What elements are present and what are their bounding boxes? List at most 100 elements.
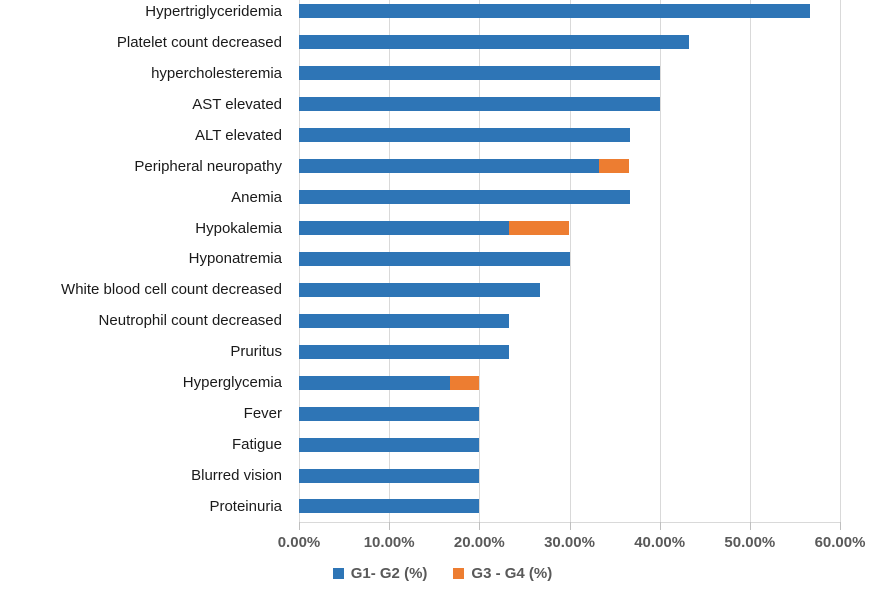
category-label: Neutrophil count decreased xyxy=(98,312,282,330)
legend-swatch-g3-g4-icon xyxy=(453,568,465,579)
bar-segment-g1-g2 xyxy=(299,499,480,514)
category-label: Fatigue xyxy=(231,436,282,454)
stacked-bar xyxy=(299,437,840,452)
legend: G1- G2 (%) G3 - G4 (%) xyxy=(0,565,885,582)
legend-item-g1-g2: G1- G2 (%) xyxy=(332,565,428,582)
category-label: Hypokalemia xyxy=(195,219,282,237)
bar-row xyxy=(299,89,840,120)
stacked-bar xyxy=(299,282,840,297)
bar-segment-g1-g2 xyxy=(299,468,480,483)
plot-area xyxy=(299,0,841,523)
tick-mark xyxy=(479,522,481,530)
category-label: Fever xyxy=(243,405,282,423)
legend-item-g3-g4: G3 - G4 (%) xyxy=(453,565,552,582)
bar-row xyxy=(299,460,840,491)
bar-rows xyxy=(299,0,840,522)
stacked-bar xyxy=(299,344,840,359)
stacked-bar xyxy=(299,4,840,19)
category-label: Anemia xyxy=(231,188,282,206)
stacked-bar xyxy=(299,406,840,421)
bar-segment-g1-g2 xyxy=(299,4,811,19)
bar-row xyxy=(299,305,840,336)
stacked-bar xyxy=(299,499,840,514)
legend-label-g3-g4: G3 - G4 (%) xyxy=(471,565,553,582)
bar-segment-g1-g2 xyxy=(299,375,450,390)
bar-row xyxy=(299,398,840,429)
bar-segment-g3-g4 xyxy=(599,159,629,174)
category-label: Pruritus xyxy=(230,343,282,361)
bar-segment-g1-g2 xyxy=(299,190,630,205)
gridline xyxy=(569,0,571,522)
bar-segment-g1-g2 xyxy=(299,35,690,50)
tick-mark xyxy=(569,522,571,530)
tick-mark xyxy=(840,522,841,530)
category-label: Peripheral neuropathy xyxy=(134,157,282,175)
stacked-bar xyxy=(299,66,840,81)
category-label: Hypertriglyceridemia xyxy=(145,2,282,20)
stacked-bar xyxy=(299,159,840,174)
bar-segment-g1-g2 xyxy=(299,406,480,421)
gridline xyxy=(749,0,751,522)
bar-row xyxy=(299,244,840,275)
bar-row xyxy=(299,367,840,398)
bar-row xyxy=(299,27,840,58)
stacked-bar xyxy=(299,35,840,50)
legend-swatch-g1-g2-icon xyxy=(332,568,344,579)
bar-segment-g3-g4 xyxy=(509,221,570,236)
bar-row xyxy=(299,336,840,367)
bar-row xyxy=(299,274,840,305)
bar-segment-g1-g2 xyxy=(299,159,600,174)
category-label: White blood cell count decreased xyxy=(61,281,282,299)
bar-row xyxy=(299,491,840,522)
legend-label-g1-g2: G1- G2 (%) xyxy=(350,565,428,582)
category-label: ALT elevated xyxy=(194,126,282,144)
x-tick-label: 40.00% xyxy=(634,534,686,551)
tick-mark xyxy=(299,522,300,530)
bar-row xyxy=(299,0,840,27)
bar-segment-g1-g2 xyxy=(299,97,660,112)
stacked-bar xyxy=(299,468,840,483)
stacked-bar xyxy=(299,190,840,205)
category-label: hypercholesteremia xyxy=(151,64,282,82)
bar-segment-g1-g2 xyxy=(299,66,660,81)
stacked-bar xyxy=(299,128,840,143)
x-tick-label: 20.00% xyxy=(453,534,505,551)
bar-segment-g1-g2 xyxy=(299,344,510,359)
stacked-bar xyxy=(299,375,840,390)
bar-row xyxy=(299,213,840,244)
stacked-bar xyxy=(299,97,840,112)
bar-segment-g1-g2 xyxy=(299,437,480,452)
tick-mark xyxy=(659,522,661,530)
stacked-bar xyxy=(299,251,840,266)
bar-row xyxy=(299,182,840,213)
bar-segment-g1-g2 xyxy=(299,221,510,236)
x-tick-label: 0.00% xyxy=(277,534,321,551)
x-axis: 0.00% 10.00% 20.00% 30.00% 40.00% 50.00% 60.00… xyxy=(278,522,865,556)
bar-segment-g3-g4 xyxy=(449,375,480,390)
x-tick-label: 10.00% xyxy=(363,534,415,551)
gridline xyxy=(840,0,841,522)
x-tick-label: 30.00% xyxy=(544,534,595,551)
bar-row xyxy=(299,151,840,182)
bar-row xyxy=(299,120,840,151)
stacked-bar xyxy=(299,313,840,328)
bar-segment-g1-g2 xyxy=(299,282,540,297)
category-label: Proteinuria xyxy=(209,497,282,515)
category-label: Blurred vision xyxy=(191,467,282,485)
tick-mark xyxy=(389,522,391,530)
x-tick-label: 60.00% xyxy=(814,534,866,551)
gridline xyxy=(659,0,661,522)
x-tick-label: 50.00% xyxy=(724,534,776,551)
stacked-bar xyxy=(299,221,840,236)
category-label: Hyperglycemia xyxy=(182,374,282,392)
category-labels: Hypertriglyceridemia Platelet count decre… xyxy=(0,0,291,522)
category-label: Hyponatremia xyxy=(188,250,282,268)
bar-segment-g1-g2 xyxy=(299,128,630,143)
bar-row xyxy=(299,58,840,89)
tick-mark xyxy=(749,522,751,530)
category-label: Platelet count decreased xyxy=(116,33,282,51)
bar-row xyxy=(299,429,840,460)
category-label: AST elevated xyxy=(192,95,282,113)
bar-segment-g1-g2 xyxy=(299,251,570,266)
